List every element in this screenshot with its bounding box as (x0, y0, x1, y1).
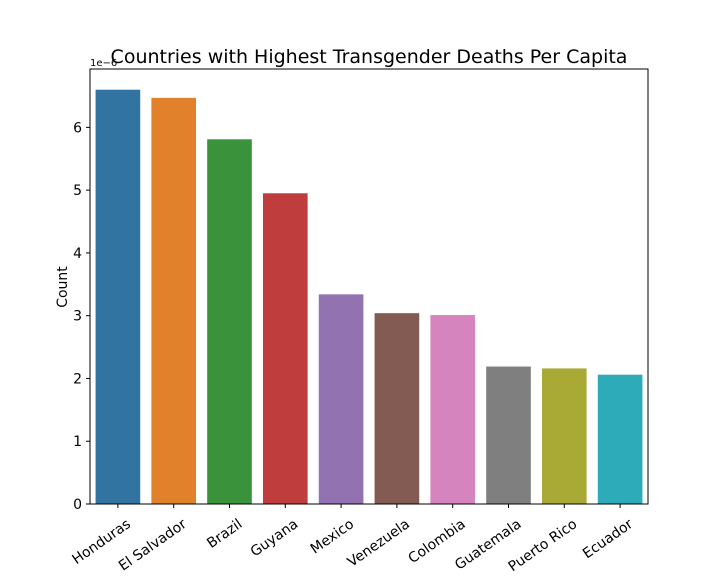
y-tick-label: 1 (73, 434, 82, 450)
y-tick-label: 4 (73, 246, 82, 262)
y-tick-label: 0 (73, 497, 82, 513)
y-tick-label: 5 (73, 183, 82, 199)
bar-ecuador (597, 374, 643, 504)
y-axis-offset-label: 1e−6 (90, 58, 117, 69)
bars-group (95, 89, 643, 505)
bar-guyana (262, 193, 308, 505)
chart-title: Countries with Highest Transgender Death… (111, 46, 628, 68)
y-ticks-group: 0 1 2 3 4 5 6 (73, 120, 90, 513)
bar-guatemala (486, 366, 531, 504)
y-tick-label: 6 (73, 120, 82, 136)
bar-honduras (95, 89, 141, 505)
bar-puerto-rico (541, 368, 587, 504)
bar-brazil (207, 139, 252, 505)
y-axis-label: Count (55, 266, 71, 308)
y-tick-label: 2 (73, 371, 82, 387)
bar-el-salvador (151, 97, 197, 505)
bar-mexico (318, 294, 364, 504)
bar-colombia (430, 315, 476, 504)
bar-venezuela (374, 313, 420, 504)
plot-frame (89, 68, 649, 505)
y-tick-label: 3 (73, 309, 82, 325)
